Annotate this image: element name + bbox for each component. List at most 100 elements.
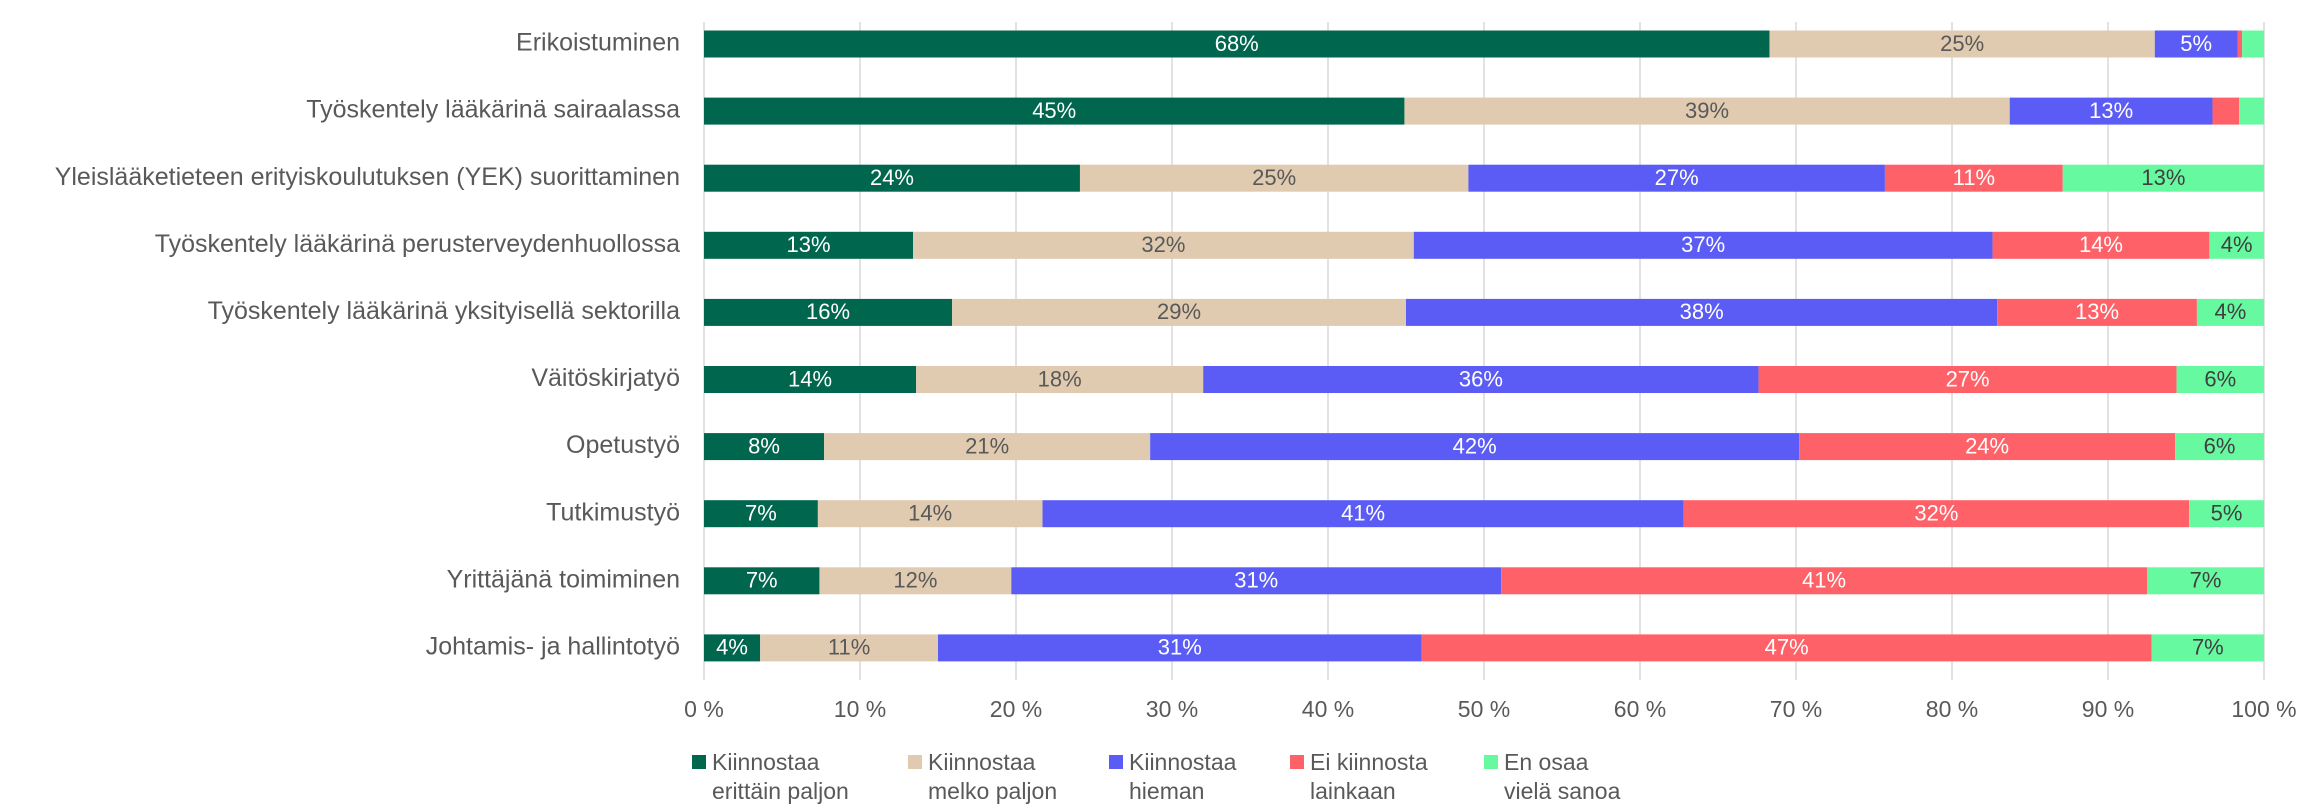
x-tick-label: 30 % [1146, 696, 1198, 722]
data-label: 5% [2180, 31, 2212, 56]
bar-segment [2242, 30, 2264, 58]
data-label: 41% [1341, 501, 1385, 526]
data-label: 8% [748, 433, 780, 458]
bar-segment [1203, 366, 1759, 393]
data-label: 32% [1914, 501, 1958, 526]
data-label: 7% [746, 568, 778, 593]
plot: 0 % 10 % 20 % 30 % 40 % 50 % 60 % 70 % 80 % 90 % 1… [55, 22, 2297, 722]
bar-segment [916, 366, 1204, 393]
x-tick-label: 70 % [1770, 696, 1822, 722]
x-tick-label: 100 % [2231, 696, 2296, 722]
data-label: 42% [1453, 433, 1497, 458]
bar-segment [2196, 298, 2264, 326]
bar-segment [2009, 97, 2213, 125]
legend-label: Ei kiinnosta lainkaan [1310, 749, 1428, 804]
bar-segment [704, 433, 825, 461]
bar-segment [2175, 433, 2264, 461]
y-tick-label: Opetustyö [566, 431, 680, 459]
bar-segment [2212, 97, 2240, 125]
data-label: 31% [1158, 635, 1202, 660]
x-tick-label: 40 % [1302, 696, 1354, 722]
bar-segment [1406, 298, 1998, 326]
data-label: 36% [1459, 366, 1503, 391]
legend: Kiinnostaa erittäin paljon Kiinnostaa mel… [692, 748, 1684, 806]
data-label: 14% [2079, 232, 2123, 257]
data-label: 16% [806, 299, 850, 324]
bar-segment [2154, 30, 2238, 58]
bar-segment [2189, 500, 2264, 528]
bar-segment [1683, 500, 2190, 528]
bar-segment [952, 298, 1406, 326]
data-label: 14% [788, 366, 832, 391]
x-tick-label: 50 % [1458, 696, 1510, 722]
bar-segment [1413, 231, 1993, 259]
data-label: 13% [2141, 165, 2185, 190]
bar-segment [817, 500, 1043, 528]
bar-segment [2239, 97, 2264, 125]
bar-segment [1150, 433, 1800, 461]
legend-label: Kiinnostaa melko paljon [928, 749, 1058, 804]
bar-segment [2062, 164, 2264, 192]
x-tick-label: 60 % [1614, 696, 1666, 722]
data-label: 47% [1765, 635, 1809, 660]
data-label: 7% [2192, 635, 2224, 660]
data-label: 13% [2089, 98, 2133, 123]
x-tick-label: 20 % [990, 696, 1042, 722]
bar-segment [2176, 366, 2264, 393]
data-label: 4% [716, 635, 748, 660]
data-label: 45% [1032, 98, 1076, 123]
data-label: 11% [1953, 165, 1995, 190]
data-label: 7% [745, 501, 777, 526]
y-tick-label: Yrittäjänä toimiminen [447, 565, 680, 593]
y-tick-label: Työskentely lääkärinä sairaalassa [306, 96, 680, 124]
y-tick-label: Yleislääketieteen erityiskoulutuksen (YE… [55, 163, 680, 191]
bar-segment [1468, 164, 1885, 192]
y-tick-label: Erikoistuminen [516, 29, 680, 57]
bar-segment [1079, 164, 1469, 192]
data-label: 68% [1215, 31, 1259, 56]
data-label: 4% [2221, 232, 2253, 257]
bar-segment [1011, 567, 1502, 595]
data-label: 25% [1252, 165, 1296, 190]
legend-item: Kiinnostaa erittäin paljon [692, 748, 908, 806]
data-label: 27% [1946, 366, 1990, 391]
bar-segment [1769, 30, 2155, 58]
x-tick-label: 80 % [1926, 696, 1978, 722]
data-label: 29% [1157, 299, 1201, 324]
bar-segment [704, 298, 953, 326]
data-label: 13% [2075, 299, 2119, 324]
y-tick-label: Työskentely lääkärinä perusterveydenhuol… [155, 230, 680, 258]
bar-segment [824, 433, 1151, 461]
bar-segment [2151, 634, 2264, 662]
data-label: 21% [965, 433, 1009, 458]
legend-item: Ei kiinnosta lainkaan [1290, 748, 1484, 806]
bar-segment [760, 634, 938, 662]
bar-segment [1042, 500, 1684, 528]
y-tick-label: Väitöskirjatyö [531, 364, 680, 392]
data-label: 38% [1680, 299, 1724, 324]
data-label: 41% [1802, 568, 1846, 593]
data-label: 39% [1685, 98, 1729, 123]
bar-segment [1501, 567, 2147, 595]
legend-label: Kiinnostaa hieman [1129, 749, 1237, 804]
legend-item: Kiinnostaa melko paljon [908, 748, 1109, 806]
x-tick-label: 10 % [834, 696, 886, 722]
y-tick-label: Tutkimustyö [546, 498, 680, 526]
x-tick-label: 0 % [684, 696, 724, 722]
data-label: 7% [2190, 568, 2222, 593]
bar-segment [1404, 97, 2010, 125]
legend-swatch [1290, 755, 1304, 769]
data-label: 25% [1940, 31, 1984, 56]
bar-segment [2209, 231, 2264, 259]
bar-segment [704, 97, 1405, 125]
data-label: 24% [1965, 433, 2009, 458]
data-label: 6% [2204, 433, 2236, 458]
bar-segment [704, 500, 818, 528]
data-label: 11% [828, 635, 870, 660]
bar-segment [2147, 567, 2264, 595]
bar-segment [704, 366, 917, 393]
bar-segment [704, 164, 1080, 192]
bar-segment [1884, 164, 2063, 192]
data-label: 14% [908, 501, 952, 526]
